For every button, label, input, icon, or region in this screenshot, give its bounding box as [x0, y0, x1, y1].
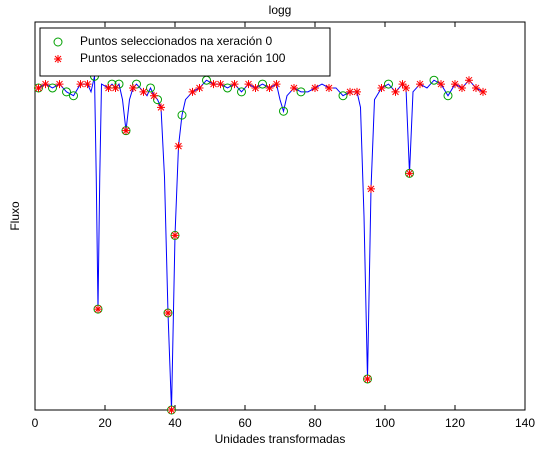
x-tick-label: 40: [168, 416, 182, 430]
data-point: [416, 80, 424, 89]
data-point: [111, 83, 120, 92]
data-point: [164, 309, 172, 317]
data-point: [244, 80, 253, 89]
data-point: [230, 80, 239, 89]
plot-frame: [34, 21, 526, 411]
data-point: [353, 87, 361, 96]
x-tick-label: 20: [98, 416, 112, 430]
data-point: [258, 79, 267, 89]
x-tick-label: 60: [238, 416, 252, 430]
data-point: [398, 80, 407, 89]
data-point: [209, 80, 218, 89]
data-point: [188, 87, 197, 96]
data-point: [429, 75, 439, 85]
data-point: [472, 83, 480, 92]
data-point: [458, 83, 466, 92]
data-point: [104, 83, 113, 92]
data-point: [346, 87, 354, 96]
data-point: [94, 305, 102, 314]
data-point: [83, 80, 92, 89]
data-point: [174, 142, 183, 151]
data-point: [451, 80, 459, 89]
data-point: [69, 91, 78, 101]
x-tick-label: 140: [515, 416, 535, 430]
data-point: [146, 83, 155, 93]
data-point: [296, 87, 306, 97]
data-point: [311, 83, 319, 92]
data-point: [216, 80, 225, 89]
x-tick-label: 100: [375, 416, 395, 430]
data-point: [150, 91, 158, 100]
data-point: [405, 169, 414, 178]
data-point: [167, 406, 176, 414]
data-point: [129, 83, 137, 92]
data-point: [367, 184, 375, 193]
data-point: [377, 83, 386, 92]
data-point: [363, 374, 372, 383]
data-point: [122, 126, 130, 135]
legend-label: Puntos seleccionados na xeración 100: [80, 51, 286, 65]
data-point: [265, 83, 274, 92]
data-point: [41, 80, 50, 89]
data-line: [38, 76, 484, 411]
data-point: [34, 83, 43, 92]
legend-box: [39, 27, 331, 77]
y-axis-label: Fluxo: [8, 201, 22, 231]
legend: Puntos seleccionados na xeración 0 Puntos…: [39, 27, 331, 77]
data-point: [272, 80, 281, 89]
data-point: [325, 83, 333, 92]
data-point: [338, 91, 348, 101]
data-point: [237, 87, 246, 97]
legend-marker: [53, 37, 63, 47]
x-tick-label: 0: [32, 416, 39, 430]
data-point: [479, 87, 487, 96]
x-axis-label: Unidades transformadas: [215, 432, 346, 446]
data-point: [55, 80, 64, 89]
legend-label: Puntos seleccionados na xeración 0: [80, 34, 272, 48]
data-point: [195, 83, 204, 92]
data-point: [177, 110, 187, 120]
data-point: [279, 106, 288, 116]
data-point: [48, 83, 57, 93]
data-point: [290, 83, 298, 92]
data-point: [62, 87, 71, 97]
data-point: [443, 91, 453, 101]
data-point: [391, 87, 400, 96]
chart-title: logg: [269, 3, 292, 17]
data-point: [171, 231, 179, 240]
data-point: [402, 83, 410, 92]
data-point: [139, 87, 148, 96]
data-point: [251, 83, 260, 92]
x-tick-label: 120: [445, 416, 465, 430]
data-point: [157, 103, 165, 112]
data-point: [437, 80, 445, 89]
data-point: [384, 79, 393, 89]
data-point: [223, 83, 232, 93]
x-tick-label: 80: [308, 416, 322, 430]
data-point: [76, 80, 85, 89]
data-point: [465, 76, 473, 85]
legend-marker: [54, 55, 62, 63]
